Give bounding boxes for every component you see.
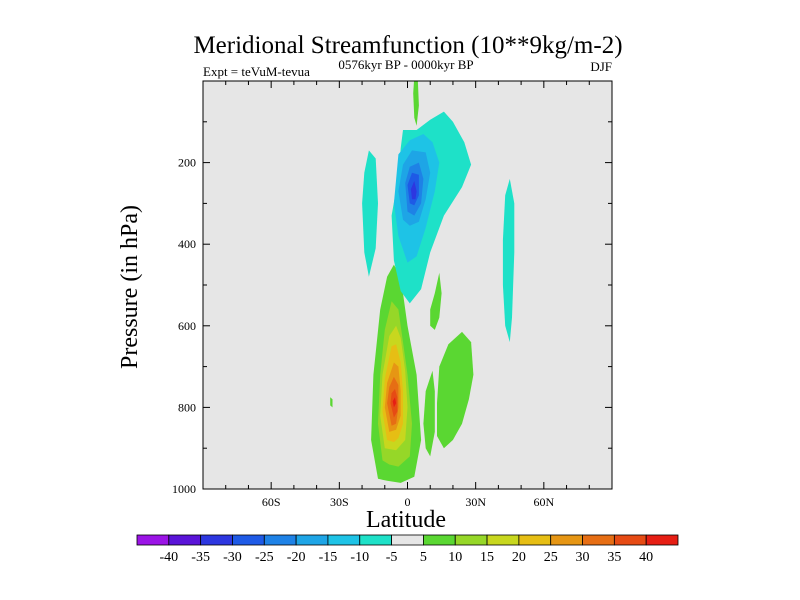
colorbar-level-label: 35 [607, 550, 621, 565]
colorbar-level-label: 15 [480, 550, 494, 565]
x-tick-label: 30S [330, 495, 349, 509]
tick-labels: 60S 30S 0 30N 60N 200 400 600 800 1000 [172, 156, 554, 509]
x-tick-label: 60S [262, 495, 281, 509]
contour-northern-ferrel-cell-level-5 [437, 331, 474, 449]
colorbar-swatch [486, 534, 520, 546]
experiment-label: Expt = teVuM-tevua [203, 64, 310, 79]
colorbar-swatch [645, 534, 679, 546]
contour-upper-tropical-strip-level-5 [413, 81, 419, 126]
colorbar-level-label: 25 [544, 550, 558, 565]
colorbar-level-label: 20 [512, 550, 526, 565]
colorbar-level-label: 30 [576, 550, 590, 565]
colorbar-swatch [136, 534, 170, 546]
colorbar-level-label: -5 [386, 550, 398, 565]
contour-northern-hadley-cell-level-neg30 [410, 181, 417, 200]
colorbar-swatch [391, 534, 424, 546]
axis-ticks [203, 81, 612, 490]
colorbar-swatch [200, 534, 233, 546]
colorbar-level-label: 10 [448, 550, 462, 565]
contour-southern-midlatitude-cell-level-neg5 [362, 150, 378, 277]
contour-equatorial-lower-patch-level-5 [423, 370, 435, 457]
contour-southern-hadley-cell-level-40 [392, 397, 397, 408]
colorbar-swatch [327, 534, 361, 546]
colorbar-swatch [550, 534, 583, 546]
colorbar-level-label: -15 [319, 550, 338, 565]
colorbar-swatch [295, 534, 329, 546]
colorbar-level-label: -30 [223, 550, 242, 565]
chart-title: Meridional Streamfunction (10**9kg/m-2) [193, 32, 622, 59]
colorbar-swatch [454, 534, 488, 546]
colorbar-swatch [359, 534, 392, 546]
colorbar-swatch [423, 534, 456, 546]
colorbar-level-label: -20 [287, 550, 306, 565]
colorbar-level-label: -25 [255, 550, 274, 565]
colorbar-level-label: -10 [350, 550, 369, 565]
y-tick-label: 800 [178, 400, 196, 414]
contour-layer [330, 81, 515, 483]
plot-frame [202, 80, 613, 490]
contour-northern-midlatitude-cell-level-neg5 [502, 178, 515, 343]
colorbar-swatch [263, 534, 297, 546]
colorbar-level-label: -40 [159, 550, 178, 565]
y-tick-label: 600 [178, 319, 196, 333]
y-axis-title: Pressure (in hPa) [117, 205, 143, 369]
colorbar-level-label: 40 [639, 550, 653, 565]
time-range-label: 0576kyr BP - 0000kyr BP [338, 57, 473, 72]
colorbar-level-label: 5 [420, 550, 427, 565]
colorbar-swatch [168, 534, 202, 546]
x-axis-title: Latitude [366, 507, 446, 533]
colorbar-level-label: -35 [191, 550, 210, 565]
y-tick-label: 400 [178, 237, 196, 251]
colorbar-swatch [232, 534, 265, 546]
contour-northern-ferrel-cell-level-5 [430, 272, 442, 330]
y-tick-label: 1000 [172, 482, 196, 496]
contour-southern-surface-speck-level-5 [330, 397, 333, 408]
x-tick-label: 60N [533, 495, 554, 509]
y-tick-label: 200 [178, 156, 196, 170]
x-tick-label: 30N [465, 495, 486, 509]
colorbar-swatch [582, 534, 615, 546]
colorbar-swatch [613, 534, 647, 546]
colorbar-swatch [518, 534, 552, 546]
x-tick-label: 0 [405, 495, 411, 509]
season-label: DJF [590, 59, 612, 74]
colorbar: -40 -35 -30 -25 -20 -15 -10 -5 5 10 15 20 25 30 35 40 [136, 534, 679, 565]
